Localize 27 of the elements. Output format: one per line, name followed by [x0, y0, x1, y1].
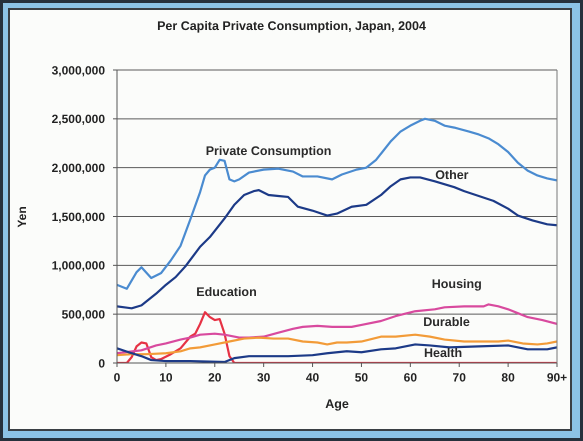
y-tick-label: 2,000,000 — [52, 160, 106, 175]
x-tick-label: 40 — [306, 370, 320, 385]
x-tick-label: 10 — [159, 370, 173, 385]
series-label: Education — [196, 284, 257, 298]
x-tick-label: 80 — [501, 370, 516, 385]
y-tick-label: 2,500,000 — [52, 112, 106, 126]
y-tick-label: 500,000 — [62, 307, 106, 322]
chart-title: Per Capita Private Consumption, Japan, 2004 — [156, 19, 427, 33]
y-tick-label: 1,500,000 — [52, 210, 106, 224]
line-series — [117, 334, 557, 356]
x-tick-label: 50 — [354, 370, 368, 385]
x-tick-label: 20 — [208, 370, 222, 385]
series-label: Private Consumption — [206, 144, 332, 158]
series-label: Durable — [423, 314, 470, 329]
x-tick-label: 0 — [114, 370, 121, 385]
y-axis-title: Yen — [15, 206, 29, 228]
y-tick-label: 1,000,000 — [52, 258, 106, 273]
x-tick-label: 90+ — [546, 370, 568, 385]
series-label: Housing — [432, 276, 482, 291]
y-tick-label: 0 — [98, 356, 106, 370]
series-label: Health — [424, 346, 462, 360]
y-tick-label: 3,000,000 — [52, 63, 106, 78]
x-tick-label: 30 — [256, 370, 271, 385]
x-axis-title: Age — [325, 397, 349, 411]
x-tick-label: 60 — [404, 370, 418, 385]
series-label: Other — [435, 167, 469, 182]
x-tick-label: 70 — [452, 370, 466, 385]
